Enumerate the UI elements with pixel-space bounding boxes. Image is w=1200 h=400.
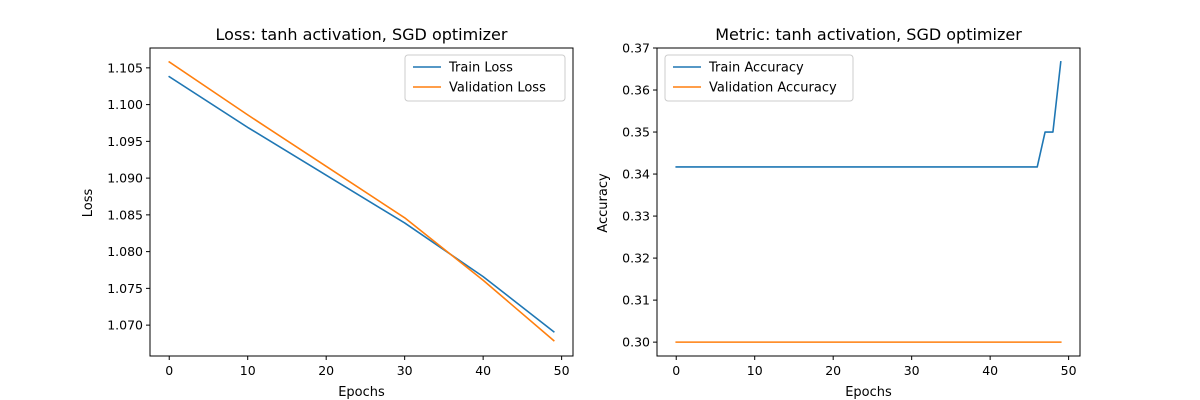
loss-y-tick-label: 1.085 bbox=[107, 207, 143, 222]
accuracy-y-axis-label: Accuracy bbox=[596, 173, 611, 233]
loss-series-line-validation bbox=[168, 60, 555, 342]
loss-legend: Train Loss Validation Loss bbox=[404, 54, 566, 102]
loss-y-tick-label: 1.100 bbox=[107, 97, 143, 112]
loss-legend-box bbox=[404, 54, 566, 102]
accuracy-series-line-train bbox=[675, 60, 1062, 168]
accuracy-x-axis-label: Epochs bbox=[845, 385, 892, 400]
accuracy-x-tick-label: 10 bbox=[747, 363, 763, 378]
accuracy-legend: Train Accuracy Validation Accuracy bbox=[664, 54, 854, 102]
accuracy-x-tick-label: 0 bbox=[672, 363, 680, 378]
accuracy-y-tick-label: 0.33 bbox=[622, 209, 650, 224]
loss-series-line-train bbox=[168, 75, 555, 333]
accuracy-x-tick-label: 40 bbox=[982, 363, 998, 378]
loss-y-tick-label: 1.070 bbox=[107, 318, 143, 333]
loss-chart-title: Loss: tanh activation, SGD optimizer bbox=[216, 25, 508, 44]
loss-x-tick-label: 10 bbox=[240, 363, 256, 378]
accuracy-y-tick-label: 0.37 bbox=[622, 41, 650, 56]
loss-x-tick-label: 50 bbox=[554, 363, 570, 378]
accuracy-y-tick-label: 0.36 bbox=[622, 83, 650, 98]
accuracy-y-tick-label: 0.35 bbox=[622, 125, 650, 140]
loss-chart: Loss: tanh activation, SGD optimizer 0 10… bbox=[81, 25, 574, 400]
accuracy-chart-title: Metric: tanh activation, SGD optimizer bbox=[715, 25, 1022, 44]
accuracy-y-tick-label: 0.30 bbox=[622, 335, 650, 350]
accuracy-chart: Metric: tanh activation, SGD optimizer 0… bbox=[596, 25, 1081, 400]
loss-legend-label: Validation Loss bbox=[449, 81, 546, 96]
loss-axes-frame bbox=[149, 47, 574, 357]
accuracy-x-tick-label: 50 bbox=[1061, 363, 1077, 378]
accuracy-legend-label: Train Accuracy bbox=[708, 61, 804, 76]
accuracy-plot-area: 0 10 20 30 40 50 0.30 0.31 0.32 0.33 0.34 0.35 0.36 0… bbox=[622, 41, 1081, 378]
loss-y-tick-label: 1.090 bbox=[107, 171, 143, 186]
loss-y-tick-label: 1.105 bbox=[107, 60, 143, 75]
loss-x-tick-label: 0 bbox=[165, 363, 173, 378]
loss-x-tick-label: 20 bbox=[318, 363, 334, 378]
loss-x-tick-label: 40 bbox=[475, 363, 491, 378]
accuracy-axes-frame bbox=[656, 47, 1081, 357]
loss-x-tick-label: 30 bbox=[397, 363, 413, 378]
loss-legend-label: Train Loss bbox=[448, 61, 513, 76]
loss-y-tick-label: 1.075 bbox=[107, 281, 143, 296]
accuracy-y-tick-label: 0.31 bbox=[622, 293, 650, 308]
accuracy-y-tick-label: 0.34 bbox=[622, 167, 650, 182]
loss-y-axis-label: Loss bbox=[81, 189, 96, 218]
loss-plot-area: 0 10 20 30 40 50 1.070 1.075 1.080 1.085 1.090 1.09… bbox=[107, 47, 574, 378]
accuracy-y-tick-label: 0.32 bbox=[622, 251, 650, 266]
loss-y-tick-label: 1.080 bbox=[107, 244, 143, 259]
accuracy-legend-box bbox=[664, 54, 854, 102]
accuracy-legend-label: Validation Accuracy bbox=[709, 81, 837, 96]
accuracy-x-tick-label: 30 bbox=[904, 363, 920, 378]
loss-y-tick-label: 1.095 bbox=[107, 134, 143, 149]
accuracy-x-tick-label: 20 bbox=[825, 363, 841, 378]
loss-x-axis-label: Epochs bbox=[338, 385, 385, 400]
